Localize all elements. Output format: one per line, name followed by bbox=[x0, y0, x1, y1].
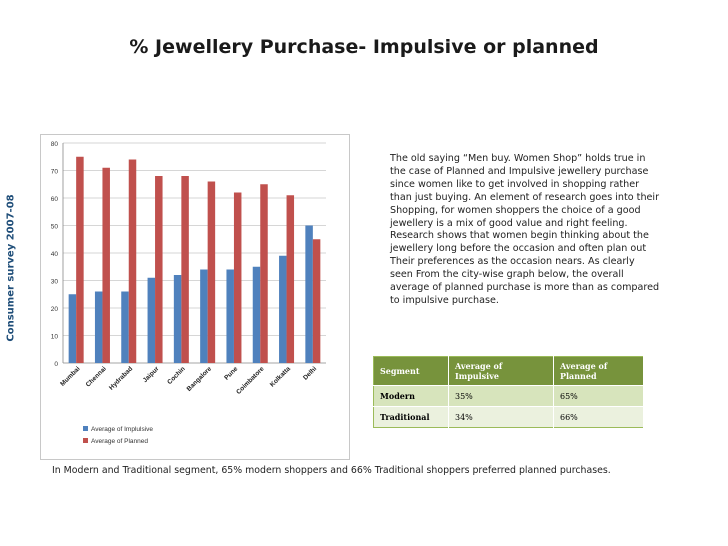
bar bbox=[305, 225, 313, 363]
legend-swatch bbox=[83, 426, 88, 431]
y-tick-label: 20 bbox=[51, 306, 59, 313]
bar bbox=[121, 291, 129, 363]
x-tick-label: Pune bbox=[223, 365, 239, 381]
x-tick-label: Delhi bbox=[302, 365, 318, 381]
x-tick-label: Cochin bbox=[166, 365, 187, 386]
bar bbox=[279, 255, 287, 363]
bar bbox=[252, 266, 261, 363]
bar bbox=[147, 277, 156, 363]
bar-chart: 0 10 20 30 40 50 60 70 80 Mumbai Chennai Hydrabad Ja… bbox=[51, 141, 326, 445]
y-tick-label: 60 bbox=[51, 196, 59, 203]
bar bbox=[94, 291, 103, 363]
table-cell: 34% bbox=[448, 406, 554, 428]
x-tick-label: Bangalore bbox=[186, 365, 214, 393]
table-row: Modern 35% 65% bbox=[373, 385, 644, 407]
table-cell: Traditional bbox=[373, 406, 449, 428]
x-tick-label: Chennai bbox=[85, 365, 108, 388]
table-header: Average of Planned bbox=[553, 356, 644, 386]
bar bbox=[286, 195, 295, 363]
bar bbox=[68, 294, 77, 363]
bar bbox=[200, 269, 208, 363]
bar bbox=[76, 156, 84, 363]
bar bbox=[155, 176, 163, 363]
y-tick-label: 70 bbox=[51, 169, 59, 176]
bar bbox=[173, 275, 182, 363]
y-tick-label: 10 bbox=[51, 334, 59, 341]
table-cell: 66% bbox=[553, 406, 644, 428]
y-tick-label: 50 bbox=[51, 224, 59, 231]
x-tick-label: Coimbatore bbox=[235, 365, 266, 396]
x-tick-label: Hydrabad bbox=[108, 365, 134, 391]
bottom-note: In Modern and Traditional segment, 65% m… bbox=[52, 465, 611, 476]
page-title: % Jewellery Purchase- Impulsive or plann… bbox=[129, 36, 599, 58]
table-cell: 35% bbox=[448, 385, 554, 407]
table-cell: 65% bbox=[553, 385, 644, 407]
table-header-row: Segment Average of Impulsive Average of … bbox=[373, 356, 644, 386]
table-row: Traditional 34% 66% bbox=[373, 406, 644, 428]
y-tick-label: 30 bbox=[51, 279, 59, 286]
y-tick-label: 0 bbox=[54, 361, 58, 368]
legend-label: Average of Planned bbox=[91, 438, 148, 445]
y-tick-label: 40 bbox=[51, 251, 59, 258]
table-header: Segment bbox=[373, 356, 449, 386]
bar bbox=[128, 159, 137, 363]
bar bbox=[226, 269, 234, 363]
survey-side-label: Consumer survey 2007-08 bbox=[5, 194, 17, 342]
legend-label: Average of Implulsive bbox=[91, 426, 153, 433]
bar bbox=[207, 181, 216, 363]
y-tick-label: 80 bbox=[51, 141, 59, 148]
bar bbox=[312, 239, 321, 363]
bar bbox=[102, 167, 110, 363]
table-cell: Modern bbox=[373, 385, 449, 407]
bar bbox=[233, 192, 242, 363]
legend-swatch bbox=[83, 438, 88, 443]
x-tick-label: Jaipur bbox=[142, 365, 161, 384]
x-tick-label: Kolkatta bbox=[269, 365, 292, 388]
x-tick-label: Mumbai bbox=[59, 365, 81, 387]
table-header: Average of Impulsive bbox=[448, 356, 554, 386]
description-paragraph: The old saying “Men buy. Women Shop” hol… bbox=[390, 153, 660, 306]
bar bbox=[181, 176, 189, 363]
bar bbox=[260, 184, 268, 363]
segment-table: Segment Average of Impulsive Average of … bbox=[373, 356, 644, 428]
chart-panel: 0 10 20 30 40 50 60 70 80 Mumbai Chennai Hydrabad Ja… bbox=[40, 134, 350, 460]
